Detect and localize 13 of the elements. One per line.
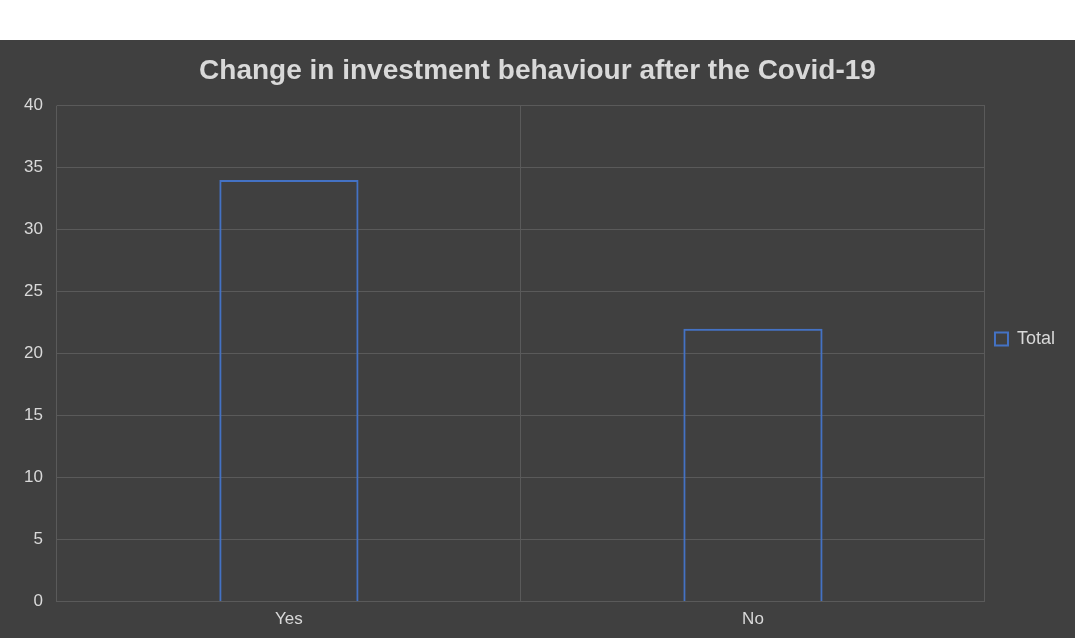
y-tick-label: 10 xyxy=(23,467,43,487)
y-tick-label: 30 xyxy=(23,219,43,239)
x-tick-label: No xyxy=(742,609,764,629)
y-tick-label: 35 xyxy=(23,157,43,177)
y-tick-label: 20 xyxy=(23,343,43,363)
chart-title: Change in investment behaviour after the Covid-19 xyxy=(199,53,876,85)
y-tick-label: 5 xyxy=(33,529,43,549)
x-tick-label: Yes xyxy=(275,609,303,629)
y-tick-label: 0 xyxy=(33,591,43,611)
y-tick-label: 40 xyxy=(23,95,43,115)
legend-label: Total xyxy=(1016,327,1056,348)
y-tick-label: 15 xyxy=(23,405,43,425)
y-tick-label: 25 xyxy=(23,281,43,301)
